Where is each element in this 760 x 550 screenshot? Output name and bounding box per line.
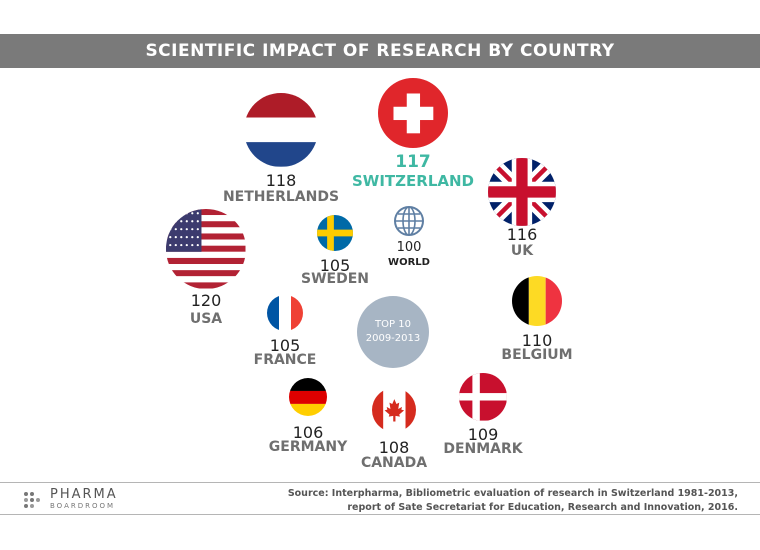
globe-icon: [393, 205, 425, 237]
country-label-netherlands: NETHERLANDS: [222, 189, 340, 205]
value-label-belgium: 110: [521, 331, 553, 350]
source-line-1: Source: Interpharma, Bibliometric evalua…: [287, 488, 738, 499]
germany-flag: [288, 377, 328, 417]
belgium-flag: [511, 275, 563, 327]
country-label-france: FRANCE: [253, 352, 317, 368]
uk-flag: [488, 158, 556, 226]
country-label-denmark: DENMARK: [443, 441, 523, 457]
value-label-uk: 116: [506, 225, 538, 244]
chart-title: SCIENTIFIC IMPACT OF RESEARCH BY COUNTRY: [145, 41, 615, 61]
country-label-usa: USA: [189, 311, 223, 327]
country-label-sweden: SWEDEN: [301, 271, 369, 287]
sweden-flag: [317, 215, 353, 251]
title-bar: SCIENTIFIC IMPACT OF RESEARCH BY COUNTRY: [0, 34, 760, 68]
value-label-france: 105: [269, 336, 301, 355]
value-label-world: 100: [396, 240, 422, 255]
badge-line2: 2009-2013: [365, 333, 421, 344]
country-label-switzerland: SWITZERLAND: [351, 172, 475, 190]
france-flag: [267, 295, 303, 331]
value-label-switzerland: 117: [395, 152, 431, 172]
country-label-world: WORLD: [388, 257, 430, 268]
us-flag: [166, 209, 246, 289]
source-note: Source: Interpharma, Bibliometric evalua…: [288, 487, 738, 515]
country-label-uk: UK: [510, 243, 534, 259]
value-label-canada: 108: [378, 438, 410, 457]
value-label-sweden: 105: [319, 256, 351, 275]
badge-line1: TOP 10: [375, 319, 411, 330]
source-line-2: report of Sate Secretariat for Education…: [347, 502, 738, 513]
footer-bottom-divider: [0, 514, 760, 515]
value-label-netherlands: 118: [265, 171, 297, 190]
canada-flag: [371, 387, 417, 433]
footer-divider: [0, 482, 760, 483]
logo-text-pharma: PHARMA: [50, 487, 118, 502]
country-label-canada: CANADA: [360, 455, 428, 471]
logo-dots-icon: [24, 491, 40, 508]
value-label-usa: 120: [190, 291, 222, 310]
period-badge: TOP 10 2009-2013: [357, 296, 429, 368]
denmark-flag: [459, 373, 507, 421]
netherlands-flag: [244, 93, 318, 167]
country-label-belgium: BELGIUM: [501, 347, 573, 363]
switzerland-flag: [377, 77, 449, 149]
pharma-boardroom-logo: PHARMA BOARDROOM: [22, 488, 118, 511]
value-label-denmark: 109: [467, 425, 499, 444]
country-label-germany: GERMANY: [268, 439, 348, 455]
value-label-germany: 106: [292, 423, 324, 442]
logo-text-boardroom: BOARDROOM: [50, 502, 116, 510]
